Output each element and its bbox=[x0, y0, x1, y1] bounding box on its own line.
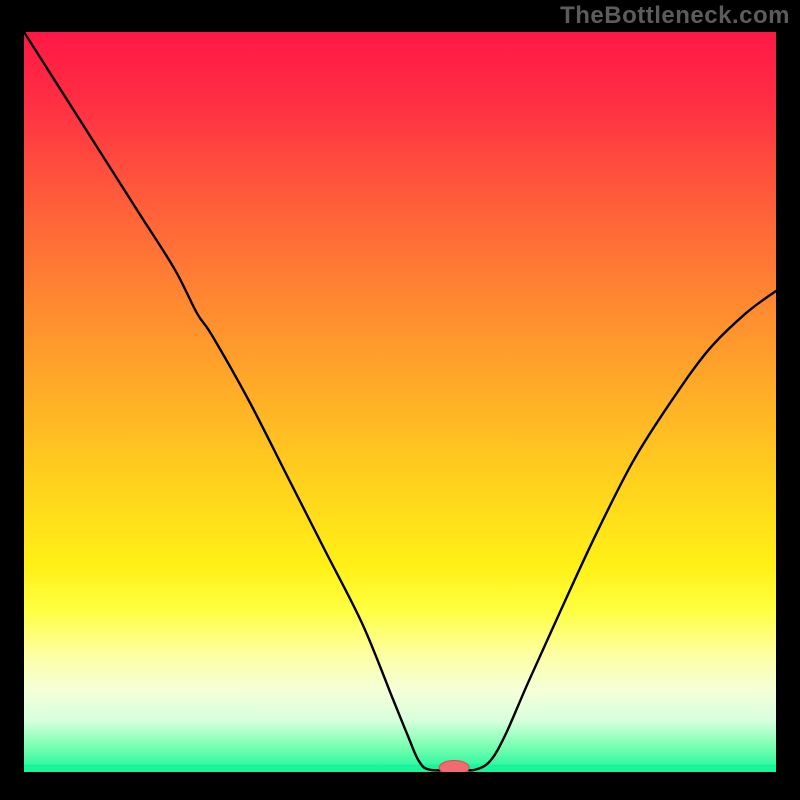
watermark-text: TheBottleneck.com bbox=[560, 2, 790, 30]
chart-stage: TheBottleneck.com bbox=[0, 0, 800, 800]
bottleneck-chart bbox=[0, 0, 800, 800]
plot-background-gradient bbox=[24, 32, 776, 772]
